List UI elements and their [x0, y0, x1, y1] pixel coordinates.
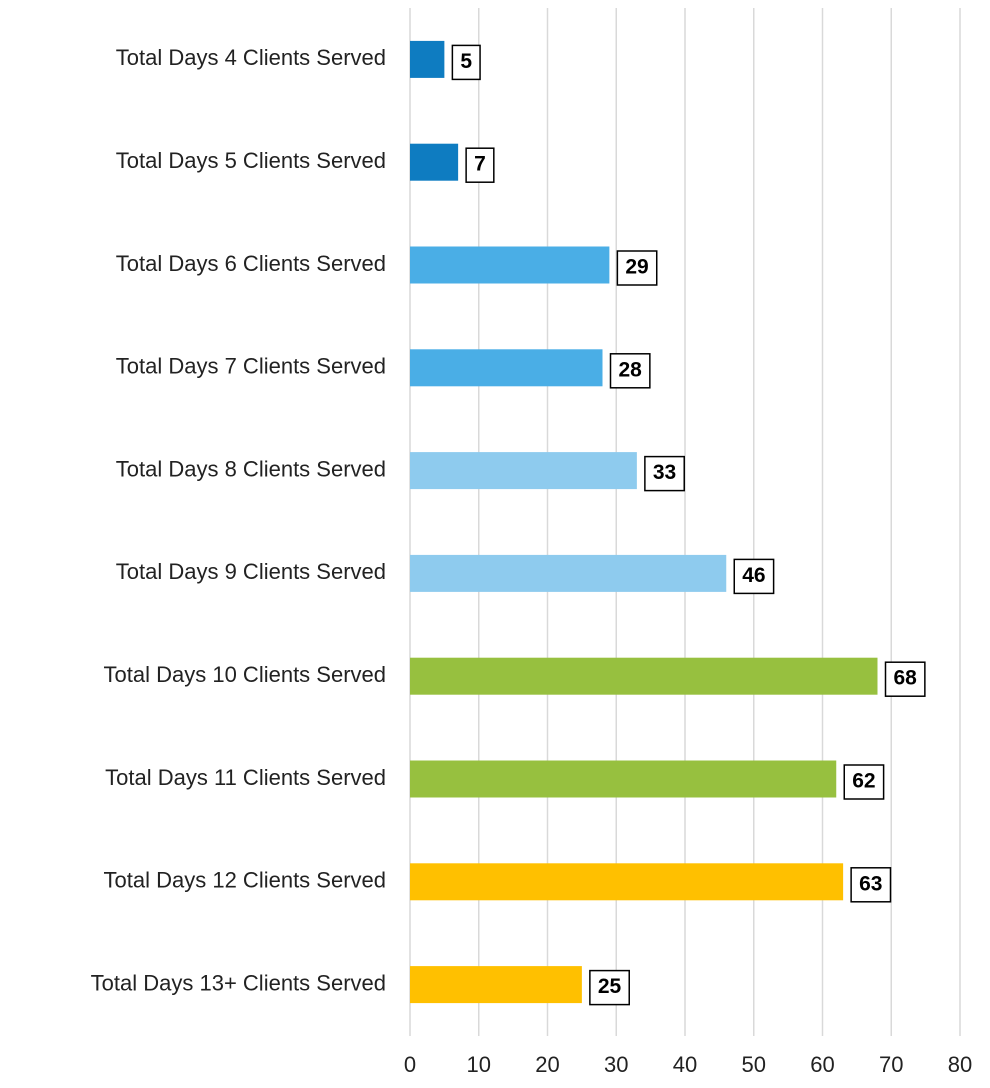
value-label: 25 — [598, 975, 622, 998]
y-tick-label: Total Days 6 Clients Served — [116, 251, 386, 276]
value-label-box — [850, 867, 892, 903]
bar — [410, 657, 878, 695]
y-tick-label: Total Days 7 Clients Served — [116, 354, 386, 379]
value-label: 29 — [625, 256, 648, 279]
x-tick-label: 60 — [810, 1052, 834, 1077]
value-label: 63 — [859, 872, 882, 895]
x-tick-label: 30 — [604, 1052, 628, 1077]
value-label-box — [616, 250, 658, 286]
bar — [410, 554, 727, 592]
y-tick-label: Total Days 11 Clients Served — [105, 765, 386, 790]
value-label-box — [843, 764, 885, 800]
bar — [410, 143, 459, 181]
y-tick-label: Total Days 4 Clients Served — [116, 45, 386, 70]
bar — [410, 966, 582, 1004]
value-label: 68 — [894, 667, 918, 690]
value-label: 28 — [619, 358, 643, 381]
bar — [410, 349, 603, 387]
value-label: 46 — [742, 564, 765, 587]
bar — [410, 863, 844, 901]
y-tick-label: Total Days 10 Clients Served — [104, 662, 386, 687]
bar — [410, 452, 637, 490]
bar — [410, 40, 445, 78]
y-tick-label: Total Days 5 Clients Served — [116, 148, 386, 173]
y-tick-label: Total Days 12 Clients Served — [104, 868, 386, 893]
y-tick-label: Total Days 13+ Clients Served — [91, 970, 386, 995]
value-label-box — [609, 353, 651, 389]
value-label-box — [589, 969, 630, 1006]
x-tick-label: 70 — [879, 1052, 903, 1077]
y-tick-label: Total Days 9 Clients Served — [116, 559, 386, 584]
value-label: 33 — [653, 461, 676, 484]
x-tick-label: 50 — [742, 1052, 766, 1077]
value-label: 62 — [852, 770, 875, 793]
bar — [410, 246, 610, 284]
value-label-box — [644, 455, 685, 492]
x-tick-label: 0 — [404, 1052, 416, 1077]
value-label-box — [884, 661, 926, 697]
value-label-box — [451, 44, 481, 81]
value-label: 5 — [460, 50, 472, 73]
x-tick-label: 80 — [948, 1052, 972, 1077]
value-label-box — [465, 147, 495, 183]
y-tick-label: Total Days 8 Clients Served — [116, 456, 386, 481]
x-tick-label: 40 — [673, 1052, 697, 1077]
x-tick-label: 10 — [467, 1052, 491, 1077]
bar — [410, 760, 837, 798]
value-label-box — [733, 558, 775, 595]
value-label: 7 — [474, 153, 486, 176]
x-tick-label: 20 — [535, 1052, 559, 1077]
